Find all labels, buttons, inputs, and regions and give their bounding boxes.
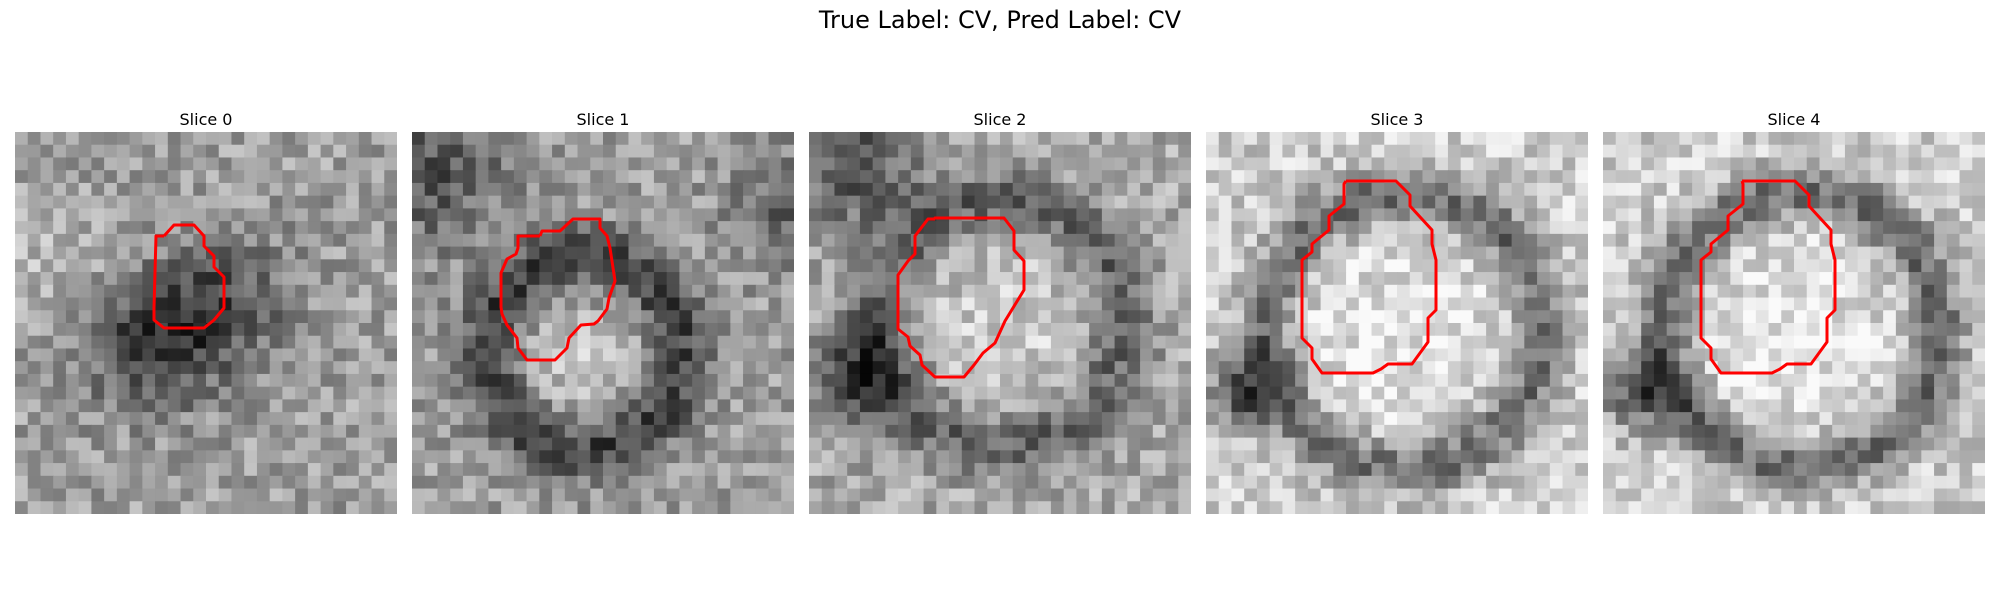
slice-image-4 [1603,132,1985,514]
slice-title-0: Slice 0 [179,110,233,129]
slice-image-1 [412,132,794,514]
figure-title: True Label: CV, Pred Label: CV [818,6,1182,34]
slice-panel-3: Slice 3 [1206,108,1588,514]
slice-panel-4: Slice 4 [1603,108,1985,514]
slice-panel-2: Slice 2 [809,108,1191,514]
slice-image-3 [1206,132,1588,514]
slice-title-4: Slice 4 [1767,110,1821,129]
slice-image-0 [15,132,397,514]
segmentation-contour-2 [896,216,1026,379]
segmentation-contour-4 [1699,179,1837,375]
slice-image-2 [809,132,1191,514]
segmentation-contour-3 [1300,179,1438,375]
slice-title-2: Slice 2 [973,110,1027,129]
slice-title-1: Slice 1 [576,110,630,129]
slice-panel-0: Slice 0 [15,108,397,514]
segmentation-contour-0 [152,223,226,330]
slice-title-3: Slice 3 [1370,110,1424,129]
slice-panel-1: Slice 1 [412,108,794,514]
segmentation-contour-1 [499,217,617,362]
